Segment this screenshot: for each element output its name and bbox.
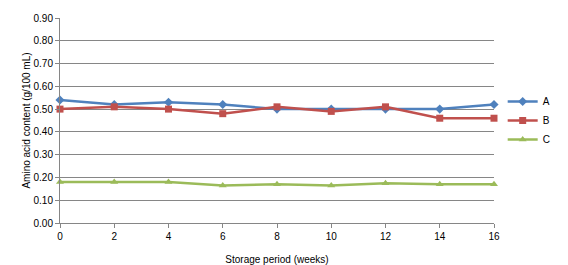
svg-text:A: A	[543, 96, 550, 107]
svg-text:0.50: 0.50	[34, 104, 54, 115]
svg-text:0.70: 0.70	[34, 58, 54, 69]
svg-text:0: 0	[57, 231, 63, 242]
svg-text:10: 10	[326, 231, 338, 242]
svg-text:Amino acid content (g/100 mL): Amino acid content (g/100 mL)	[21, 52, 32, 188]
svg-text:Storage period (weeks): Storage period (weeks)	[225, 254, 328, 265]
svg-text:C: C	[543, 134, 550, 145]
svg-text:0.00: 0.00	[34, 218, 54, 229]
svg-text:6: 6	[220, 231, 226, 242]
svg-text:0.90: 0.90	[34, 13, 54, 24]
svg-text:16: 16	[488, 231, 500, 242]
svg-text:0.60: 0.60	[34, 81, 54, 92]
svg-text:14: 14	[434, 231, 446, 242]
svg-text:2: 2	[111, 231, 117, 242]
svg-text:8: 8	[274, 231, 280, 242]
svg-text:0.30: 0.30	[34, 149, 54, 160]
svg-text:0.40: 0.40	[34, 126, 54, 137]
svg-text:4: 4	[166, 231, 172, 242]
svg-text:0.20: 0.20	[34, 172, 54, 183]
svg-text:0.80: 0.80	[34, 35, 54, 46]
svg-text:12: 12	[380, 231, 392, 242]
svg-text:B: B	[543, 115, 550, 126]
svg-text:0.10: 0.10	[34, 195, 54, 206]
